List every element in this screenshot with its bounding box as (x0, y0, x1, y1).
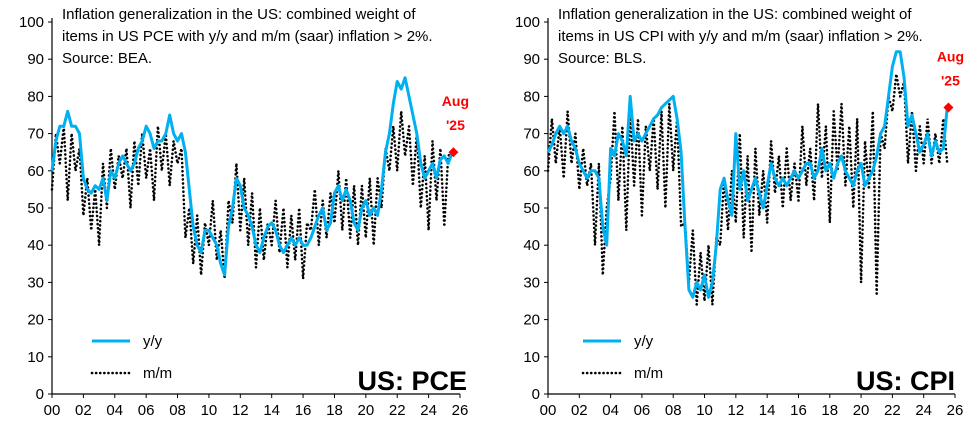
x-tick-label: 14 (759, 402, 776, 419)
x-tick-label: 02 (571, 402, 588, 419)
y-tick-label: 10 (523, 349, 540, 366)
chart-title-line: Source: BLS. (558, 50, 646, 67)
x-tick-label: 26 (947, 402, 964, 419)
annotation-month: Aug (442, 93, 469, 109)
x-tick-label: 24 (420, 402, 437, 419)
x-tick-label: 02 (75, 402, 92, 419)
x-tick-label: 16 (295, 402, 312, 419)
chart-title-line: items in US PCE with y/y and m/m (saar) … (62, 28, 433, 45)
legend-yy-label: y/y (634, 333, 654, 350)
y-tick-label: 60 (523, 163, 540, 180)
y-tick-label: 90 (523, 51, 540, 68)
y-tick-label: 30 (523, 274, 540, 291)
y-tick-label: 0 (36, 386, 44, 403)
x-tick-label: 04 (106, 402, 123, 419)
y-tick-label: 40 (27, 237, 44, 254)
x-tick-label: 12 (232, 402, 249, 419)
x-tick-label: 06 (138, 402, 155, 419)
x-tick-label: 00 (44, 402, 61, 419)
x-tick-label: 16 (790, 402, 807, 419)
x-tick-label: 12 (728, 402, 745, 419)
x-tick-label: 18 (821, 402, 838, 419)
chart-panel-pce: 0 10 20 30 40 50 60 70 80 90 100 00 02 04 06 08 10 12 14 16… (19, 6, 469, 419)
x-tick-label: 18 (326, 402, 343, 419)
y-tick-label: 20 (27, 312, 44, 329)
legend-yy-label: y/y (143, 333, 163, 350)
y-tick-label: 80 (523, 88, 540, 105)
y-tick-label: 30 (27, 274, 44, 291)
series-yy-line (50, 76, 454, 277)
y-tick-label: 80 (27, 88, 44, 105)
y-tick-label: 100 (515, 14, 540, 31)
x-tick-label: 10 (696, 402, 713, 419)
chart-panel-cpi: 0 10 20 30 40 50 60 70 80 90 100 00 02 04 06 08 10 12 14 16… (515, 6, 964, 419)
y-tick-label: 70 (27, 126, 44, 143)
y-tick-label: 50 (27, 200, 44, 217)
x-tick-label: 20 (358, 402, 375, 419)
y-tick-label: 0 (532, 386, 540, 403)
latest-point-marker (448, 147, 459, 158)
y-tick-label: 50 (523, 200, 540, 217)
chart-title-line: Inflation generalization in the US: comb… (558, 6, 912, 23)
x-tick-label: 26 (452, 402, 469, 419)
legend-mm-label: m/m (634, 365, 663, 382)
x-tick-label: 22 (389, 402, 406, 419)
y-tick-label: 90 (27, 51, 44, 68)
x-tick-label: 10 (201, 402, 218, 419)
chart-title-line: Inflation generalization in the US: comb… (62, 6, 416, 23)
panel-label: US: CPI (856, 366, 955, 396)
annotation-year: '25 (446, 117, 465, 133)
legend-mm-label: m/m (143, 365, 172, 382)
chart-title-line: Source: BEA. (62, 50, 152, 67)
x-tick-label: 08 (665, 402, 682, 419)
x-tick-label: 22 (884, 402, 901, 419)
series-yy-line (546, 50, 949, 299)
x-tick-label: 20 (853, 402, 870, 419)
x-tick-label: 04 (602, 402, 619, 419)
x-tick-label: 06 (634, 402, 651, 419)
latest-point-marker (943, 102, 954, 113)
annotation-month: Aug (937, 49, 964, 65)
chart-title-line: items in US CPI with y/y and m/m (saar) … (558, 28, 923, 45)
x-tick-label: 08 (169, 402, 186, 419)
x-tick-label: 00 (540, 402, 557, 419)
panel-label: US: PCE (357, 366, 467, 396)
x-tick-label: 14 (263, 402, 280, 419)
annotation-year: '25 (941, 73, 960, 89)
x-tick-label: 24 (915, 402, 932, 419)
y-tick-label: 10 (27, 349, 44, 366)
y-tick-label: 60 (27, 163, 44, 180)
y-tick-label: 20 (523, 312, 540, 329)
y-tick-label: 70 (523, 126, 540, 143)
series-mm-line (50, 111, 454, 279)
y-tick-label: 40 (523, 237, 540, 254)
y-tick-label: 100 (19, 14, 44, 31)
